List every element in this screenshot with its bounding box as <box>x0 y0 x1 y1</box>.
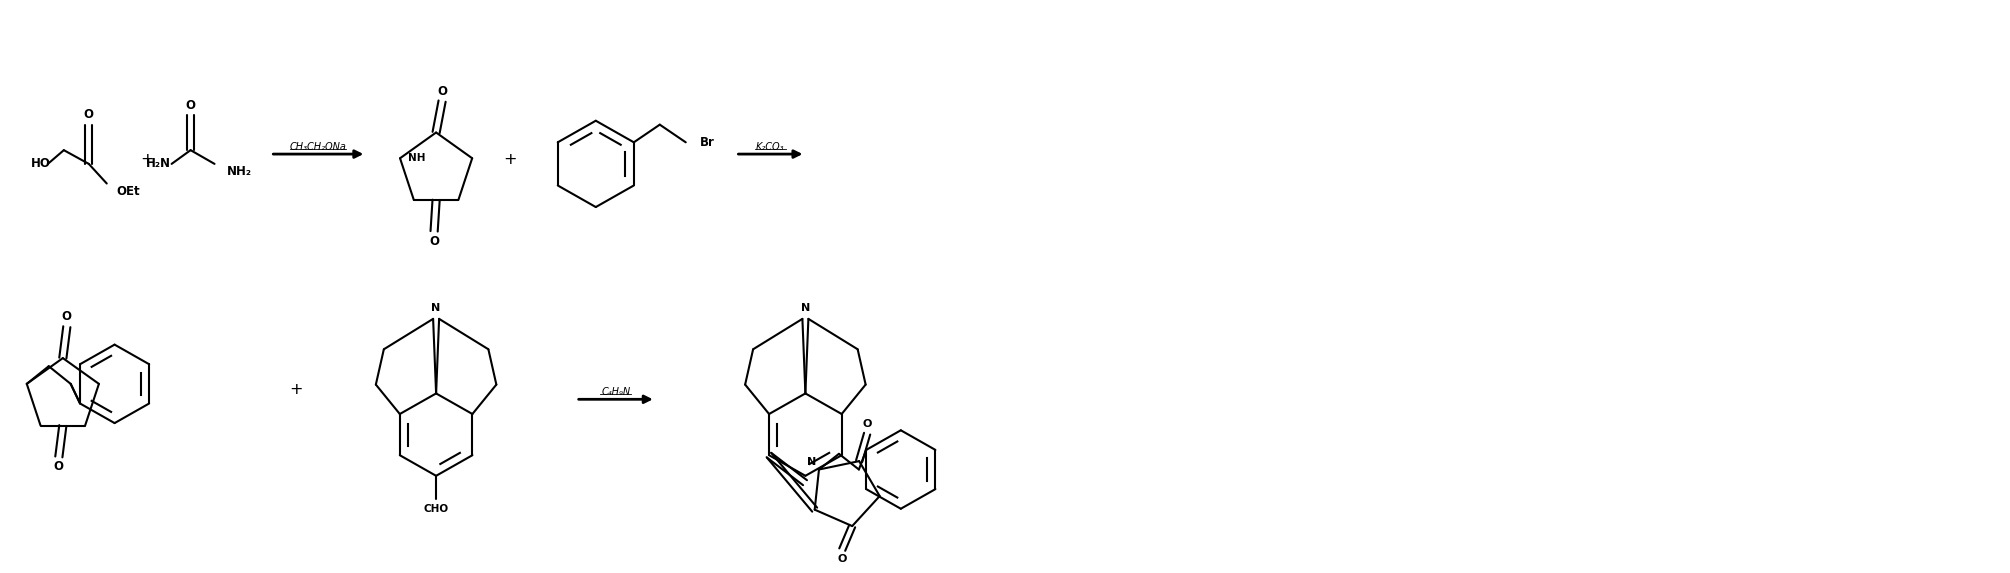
Text: C₄H₉N: C₄H₉N <box>601 387 631 398</box>
Text: O: O <box>54 460 64 473</box>
Text: NH₂: NH₂ <box>227 165 251 178</box>
Text: CHO: CHO <box>424 504 448 514</box>
Text: O: O <box>436 85 446 98</box>
Text: +: + <box>502 152 517 167</box>
Text: OEt: OEt <box>117 185 141 198</box>
Text: Br: Br <box>699 136 716 149</box>
Text: H₂N: H₂N <box>145 158 171 170</box>
Text: O: O <box>62 311 72 323</box>
Text: O: O <box>428 234 438 248</box>
Text: O: O <box>185 99 195 112</box>
Text: N: N <box>800 303 810 313</box>
Text: CH₃CH₂ONa: CH₃CH₂ONa <box>289 142 348 152</box>
Text: K₂CO₃: K₂CO₃ <box>756 142 784 152</box>
Text: HO: HO <box>30 158 50 170</box>
Text: O: O <box>862 419 872 429</box>
Text: N: N <box>806 457 816 466</box>
Text: +: + <box>141 152 153 167</box>
Text: +: + <box>289 382 304 397</box>
Text: NH: NH <box>408 153 426 163</box>
Text: N: N <box>432 303 440 313</box>
Text: O: O <box>84 108 94 121</box>
Text: O: O <box>838 555 846 564</box>
